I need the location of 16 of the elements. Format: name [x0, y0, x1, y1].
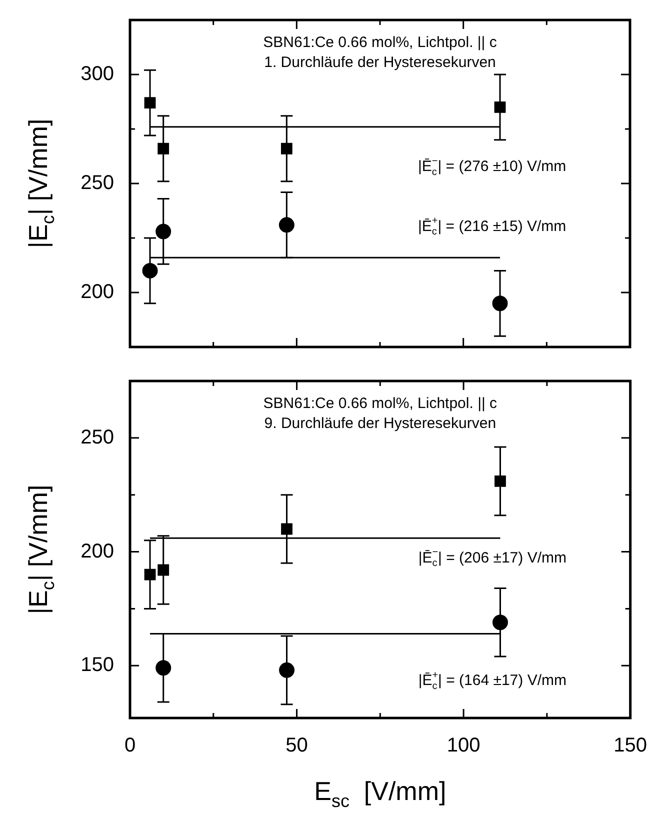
y-tick-label: 250	[80, 172, 114, 194]
y-axis-title: |Ec| [V/mm]	[23, 118, 58, 248]
text: SBN61:Ce 0.66 mol%, Lichtpol. || c	[263, 34, 498, 52]
y-tick-label: 250	[80, 426, 114, 448]
x-tick-label: 100	[446, 734, 480, 757]
y-tick-label: 150	[80, 654, 114, 676]
y-axis-title: |Ec| [V/mm]	[23, 484, 58, 614]
text: 1. Durchläufe der Hysteresekurven	[264, 54, 496, 72]
x-tick-label: 50	[286, 734, 308, 757]
x-tick-label: 0	[124, 734, 136, 757]
y-tick-label: 200	[80, 281, 114, 304]
x-tick-label: 150	[614, 734, 648, 757]
text: 9. Durchläufe der Hysteresekurven	[264, 415, 496, 432]
text: SBN61:Ce 0.66 mol%, Lichtpol. || c	[263, 395, 498, 412]
y-tick-label: 300	[80, 63, 114, 86]
y-tick-label: 200	[80, 540, 114, 562]
